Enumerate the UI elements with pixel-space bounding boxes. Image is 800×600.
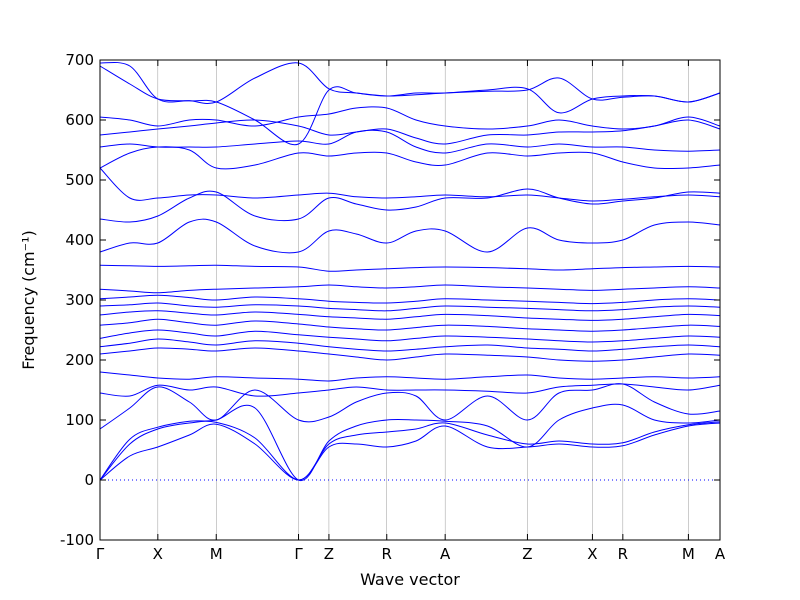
x-axis-label: Wave vector xyxy=(360,570,460,589)
band-line-6 xyxy=(99,347,721,362)
band-line-19 xyxy=(99,129,721,154)
band-line-14 xyxy=(99,264,721,272)
band-line-1 xyxy=(99,420,721,481)
x-tick-label: M xyxy=(210,545,223,563)
band-series xyxy=(99,61,721,481)
x-tick-label: A xyxy=(440,545,451,563)
x-tick-label: X xyxy=(587,545,597,563)
high-symmetry-lines xyxy=(157,60,689,540)
band-line-18 xyxy=(99,146,721,170)
band-line-8 xyxy=(99,329,721,343)
band-line-5 xyxy=(99,371,721,382)
band-line-21 xyxy=(99,106,721,130)
x-tick-label: Z xyxy=(522,545,532,563)
x-tick-label: R xyxy=(618,545,628,563)
band-line-0 xyxy=(99,422,721,481)
y-tick-label: 200 xyxy=(65,351,94,369)
band-line-4 xyxy=(99,383,721,397)
band-line-12 xyxy=(99,294,721,305)
x-tick-label: A xyxy=(715,545,726,563)
band-line-15 xyxy=(99,218,721,254)
y-axis-label: Frequency (cm⁻¹) xyxy=(19,230,38,369)
y-tick-label: 0 xyxy=(84,471,94,489)
band-line-17 xyxy=(99,167,721,202)
y-tick-label: 100 xyxy=(65,411,94,429)
y-tick-label: 600 xyxy=(65,111,94,129)
band-line-10 xyxy=(99,310,721,321)
band-line-9 xyxy=(99,318,721,332)
y-axis-ticks: -100 0 100 200 300 400 500 600 700 xyxy=(60,51,720,549)
y-tick-label: 400 xyxy=(65,231,94,249)
band-line-7 xyxy=(99,338,721,352)
x-tick-label: Γ xyxy=(294,545,303,563)
plot-background xyxy=(100,60,720,540)
y-tick-label: 500 xyxy=(65,171,94,189)
x-tick-label: M xyxy=(682,545,695,563)
band-line-23 xyxy=(99,65,721,146)
x-tick-label: X xyxy=(153,545,163,563)
y-tick-label: -100 xyxy=(60,531,94,549)
band-line-11 xyxy=(99,302,721,312)
band-line-20 xyxy=(99,119,721,145)
y-tick-label: 300 xyxy=(65,291,94,309)
band-line-2 xyxy=(99,403,721,481)
plot-area xyxy=(100,60,720,540)
y-tick-label: 700 xyxy=(65,51,94,69)
x-tick-label: Z xyxy=(324,545,334,563)
band-line-13 xyxy=(99,284,721,294)
x-tick-label: R xyxy=(382,545,392,563)
x-tick-label: Γ xyxy=(96,545,105,563)
band-line-16 xyxy=(99,188,721,223)
